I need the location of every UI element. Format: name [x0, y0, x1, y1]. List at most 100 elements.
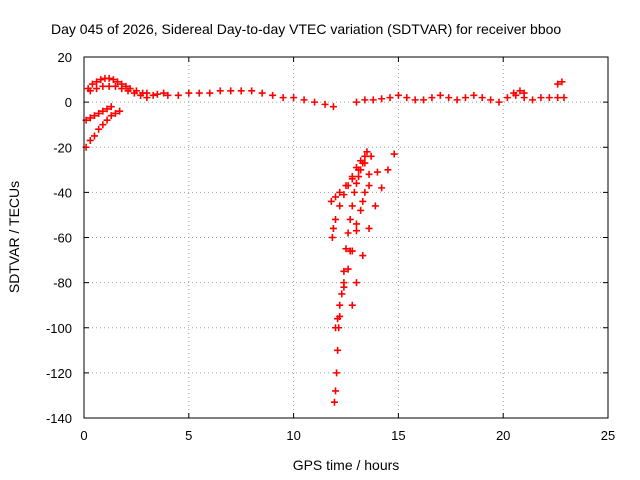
data-point	[332, 324, 340, 332]
x-tick-label: 0	[80, 428, 87, 443]
data-point	[373, 168, 381, 176]
data-point	[369, 96, 377, 104]
data-point	[332, 215, 340, 223]
data-point	[332, 387, 340, 395]
data-point	[88, 80, 96, 88]
x-axis-label: GPS time / hours	[293, 457, 400, 473]
data-point	[470, 91, 478, 99]
y-tick-label: -120	[46, 366, 72, 381]
data-point	[336, 202, 344, 210]
grid-layer	[84, 57, 608, 418]
data-point	[352, 179, 360, 187]
data-point	[390, 150, 398, 158]
data-point	[361, 188, 369, 196]
data-point	[342, 182, 350, 190]
plot-frame	[83, 56, 609, 419]
data-point	[111, 109, 119, 117]
data-point	[357, 157, 365, 165]
data-point	[348, 202, 356, 210]
y-tick-label: -60	[53, 231, 72, 246]
data-point	[333, 369, 341, 377]
data-point	[149, 91, 157, 99]
data-point	[348, 175, 356, 183]
tick-layer: 0 5 10 15 20 25 -140 -120 -100 -80 -60 -40 -20 0 20	[46, 50, 615, 443]
data-point	[336, 301, 344, 309]
x-tick-label: 25	[601, 428, 615, 443]
data-point	[99, 107, 107, 115]
data-point	[153, 90, 161, 98]
data-point	[445, 94, 453, 102]
data-point	[327, 197, 335, 205]
data-point	[355, 173, 363, 181]
data-point	[338, 290, 346, 298]
series-early-dip-1	[82, 103, 115, 124]
data-point	[348, 301, 356, 309]
data-point	[95, 109, 103, 117]
data-point	[105, 74, 113, 82]
data-point	[90, 112, 98, 120]
data-point	[384, 166, 392, 174]
data-point	[394, 91, 402, 99]
data-point	[99, 82, 107, 90]
data-point	[160, 89, 168, 97]
data-point	[361, 159, 369, 167]
data-point	[130, 89, 138, 97]
data-point	[111, 82, 119, 90]
data-point	[340, 279, 348, 287]
series-late-band	[352, 91, 568, 106]
data-point	[350, 188, 358, 196]
data-point	[279, 94, 287, 102]
data-point	[361, 96, 369, 104]
data-point	[97, 76, 105, 84]
data-point	[103, 105, 111, 113]
data-point	[122, 82, 130, 90]
data-point	[357, 206, 365, 214]
data-point	[93, 85, 101, 93]
data-point	[359, 252, 367, 260]
data-point	[334, 315, 342, 323]
data-point	[529, 96, 537, 104]
data-point	[137, 91, 145, 99]
data-point	[290, 94, 298, 102]
data-point	[411, 96, 419, 104]
series-depletion-3	[328, 148, 371, 241]
data-point	[300, 96, 308, 104]
data-point	[164, 91, 172, 99]
data-point	[103, 116, 111, 124]
data-point	[365, 182, 373, 190]
data-point	[344, 229, 352, 237]
data-point	[365, 224, 373, 232]
data-point	[90, 132, 98, 140]
data-point	[503, 94, 511, 102]
data-point	[321, 100, 329, 108]
data-points	[82, 74, 568, 406]
x-tick-label: 20	[496, 428, 510, 443]
series-depletion-1	[330, 152, 369, 406]
data-point	[174, 91, 182, 99]
data-point	[346, 215, 354, 223]
y-tick-label: 0	[65, 95, 72, 110]
data-point	[365, 170, 373, 178]
data-point	[237, 87, 245, 95]
series-depletion-5	[348, 150, 398, 309]
data-point	[227, 87, 235, 95]
data-point	[428, 94, 436, 102]
y-tick-label: -40	[53, 185, 72, 200]
data-point	[545, 94, 553, 102]
data-point	[378, 95, 386, 103]
data-point	[371, 202, 379, 210]
data-point	[269, 91, 277, 99]
data-point	[363, 148, 371, 156]
data-point	[114, 78, 122, 86]
y-tick-label: -80	[53, 276, 72, 291]
data-point	[107, 103, 115, 111]
data-point	[258, 89, 266, 97]
data-point	[346, 247, 354, 255]
data-point	[520, 89, 528, 97]
y-tick-label: -100	[46, 321, 72, 336]
data-point	[495, 98, 503, 106]
x-tick-label: 15	[391, 428, 405, 443]
data-point	[386, 94, 394, 102]
data-point	[109, 76, 117, 84]
